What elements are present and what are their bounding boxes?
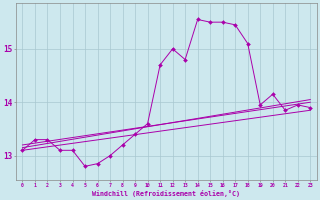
X-axis label: Windchill (Refroidissement éolien,°C): Windchill (Refroidissement éolien,°C) [92,190,240,197]
